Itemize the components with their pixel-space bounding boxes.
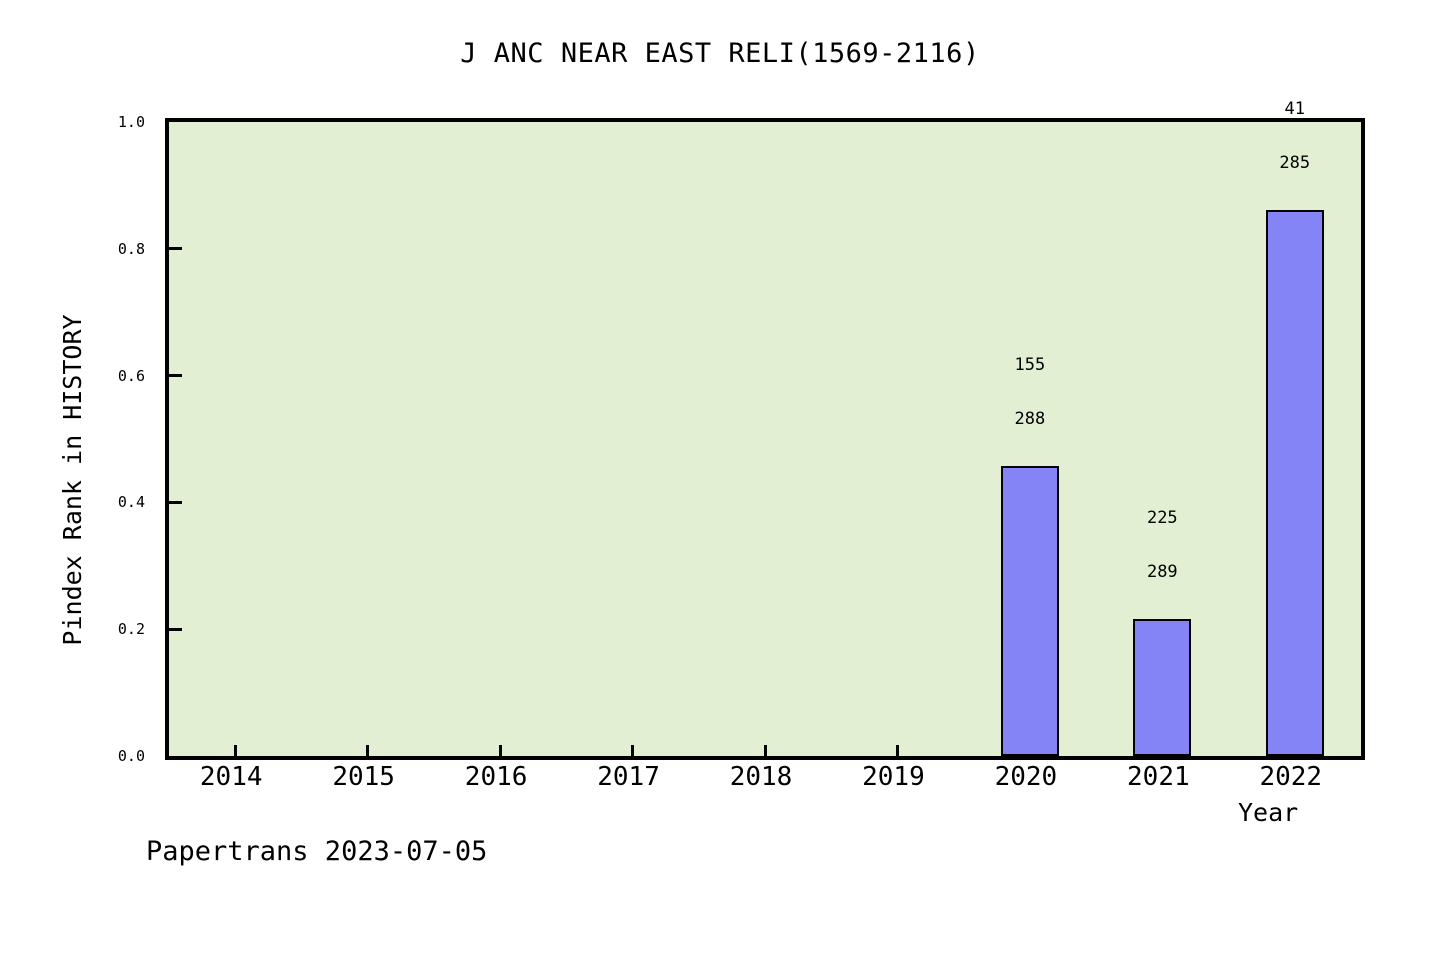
x-tick-mark-2018 [763, 745, 767, 756]
bar-label-2020-top: 155 [1014, 354, 1046, 375]
x-tick-mark-2016 [498, 745, 502, 756]
bar-label-2022-top: 41 [1284, 98, 1306, 119]
y-tick-label-3: 0.6 [117, 366, 145, 385]
x-axis-title: Year [1238, 798, 1299, 827]
x-tick-label-2015: 2015 [332, 762, 395, 792]
y-tick-label-0: 0.0 [117, 747, 145, 765]
x-tick-label-2021: 2021 [1127, 762, 1190, 792]
x-tick-label-2014: 2014 [199, 762, 263, 792]
bar-label-2022-bottom: 285 [1279, 152, 1311, 173]
bar-label-2022: 41 285 [1254, 64, 1336, 208]
x-tick-mark-2019 [895, 745, 899, 756]
y-tick-mark-0.6 [169, 374, 182, 378]
bar-label-2021-top: 225 [1146, 508, 1178, 529]
chart-title: J ANC NEAR EAST RELI(1569-2116) [460, 38, 980, 69]
x-tick-label-2017: 2017 [597, 762, 660, 792]
plot-area: 155 288 225 289 41 285 [165, 100, 1365, 760]
bar-label-2020-bottom: 288 [1014, 408, 1046, 429]
y-tick-mark-0.4 [169, 500, 182, 504]
x-tick-mark-2017 [631, 745, 635, 756]
y-tick-label-2: 0.4 [117, 493, 145, 512]
bar-2022[interactable] [1265, 209, 1324, 756]
x-axis-tick-labels: 2014 2015 2016 2017 2018 2019 2020 2021 … [165, 762, 1365, 802]
plot-inner: 155 288 225 289 41 285 [169, 100, 1361, 756]
y-tick-label-4: 0.8 [117, 239, 145, 258]
footer-note: Papertrans 2023-07-05 [146, 836, 488, 867]
x-tick-mark-2014 [233, 745, 237, 756]
y-axis-tick-labels: 0.0 0.2 0.4 0.6 0.8 1.0 [0, 113, 155, 765]
bar-label-2021-bottom: 289 [1146, 562, 1178, 583]
bar-label-2020: 155 288 [989, 320, 1071, 464]
x-tick-label-2016: 2016 [464, 762, 528, 792]
y-tick-label-5: 1.0 [117, 113, 145, 131]
bar-2020[interactable] [1000, 465, 1059, 756]
x-tick-mark-2015 [366, 745, 370, 756]
x-tick-label-2022: 2022 [1259, 762, 1323, 792]
y-tick-mark-0.8 [169, 247, 182, 251]
x-tick-label-2020: 2020 [994, 762, 1058, 792]
y-tick-mark-0.2 [169, 627, 182, 631]
x-tick-label-2019: 2019 [862, 762, 925, 792]
x-tick-label-2018: 2018 [729, 762, 793, 792]
bar-2021[interactable] [1133, 619, 1192, 756]
y-tick-label-1: 0.2 [117, 620, 145, 639]
bar-label-2021: 225 289 [1121, 473, 1203, 617]
